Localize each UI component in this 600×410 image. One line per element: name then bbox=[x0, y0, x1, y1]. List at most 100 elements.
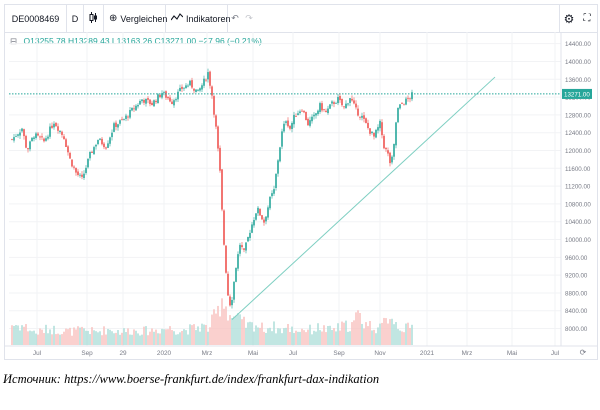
candle-body bbox=[77, 171, 79, 175]
trend-line[interactable] bbox=[231, 76, 496, 321]
volume-bar bbox=[21, 325, 23, 345]
candlesticks bbox=[11, 68, 413, 309]
volume-bar bbox=[135, 330, 137, 345]
candle-body bbox=[85, 167, 87, 174]
volume-bar bbox=[193, 324, 195, 345]
volume-bar bbox=[161, 328, 163, 345]
redo-button[interactable]: ↷ bbox=[242, 5, 256, 32]
volume-bar bbox=[181, 330, 183, 345]
volume-bar bbox=[343, 322, 345, 345]
volume-bar bbox=[293, 333, 295, 345]
candle-body bbox=[325, 110, 327, 113]
settings-button[interactable]: ⚙ bbox=[559, 5, 578, 32]
volume-bar bbox=[239, 314, 241, 345]
x-tick-label: Jul bbox=[289, 350, 297, 357]
volume-bar bbox=[61, 334, 63, 345]
undo-button[interactable]: ↶ bbox=[228, 5, 242, 32]
candle-body bbox=[93, 147, 95, 155]
candle-body bbox=[197, 89, 199, 91]
volume-bar bbox=[257, 327, 259, 345]
volume-bar bbox=[231, 318, 233, 345]
candle-body bbox=[175, 99, 177, 101]
fullscreen-button[interactable]: ⛶ bbox=[578, 5, 596, 32]
candle-body bbox=[129, 110, 131, 118]
reset-scale-icon[interactable]: ⟳ bbox=[580, 348, 587, 357]
collapse-icon[interactable]: ⊟ bbox=[10, 36, 18, 46]
volume-bar bbox=[401, 331, 403, 345]
volume-bar bbox=[321, 331, 323, 345]
interval-button[interactable]: D bbox=[67, 5, 84, 32]
compare-button[interactable]: ⊕ Vergleichen bbox=[104, 5, 167, 32]
volume-bar bbox=[267, 328, 269, 345]
candle-body bbox=[381, 122, 383, 136]
volume-bar bbox=[75, 329, 77, 345]
indicators-button[interactable]: Indikatoren bbox=[166, 5, 231, 32]
candle-body bbox=[193, 88, 195, 91]
volume-bar bbox=[319, 330, 321, 345]
candle-body bbox=[411, 92, 413, 100]
candle-body bbox=[205, 79, 207, 81]
candle-body bbox=[293, 114, 295, 125]
volume-bar bbox=[259, 327, 261, 345]
volume-bar bbox=[351, 322, 353, 345]
candle-body bbox=[313, 114, 315, 117]
candle-body bbox=[191, 80, 193, 88]
volume-bar bbox=[13, 325, 15, 345]
volume-bar bbox=[381, 322, 383, 345]
candle-body bbox=[399, 104, 401, 109]
volume-bar bbox=[105, 334, 107, 345]
candle-body bbox=[383, 135, 385, 149]
candle-body bbox=[271, 193, 273, 197]
candle-body bbox=[151, 102, 153, 106]
volume-bar bbox=[335, 331, 337, 345]
symbol-search-button[interactable]: DE0008469 bbox=[5, 5, 67, 32]
volume-bar bbox=[31, 331, 33, 345]
chart-widget: DE0008469 D ⊕ Vergleichen Indikatoren ↶ … bbox=[4, 4, 598, 360]
candle-body bbox=[273, 189, 275, 194]
volume-bar bbox=[101, 335, 103, 345]
volume-bar bbox=[139, 335, 141, 345]
candle-body bbox=[267, 207, 269, 218]
candle-body bbox=[17, 134, 19, 136]
candle-body bbox=[351, 98, 353, 101]
volume-bar bbox=[215, 313, 217, 345]
volume-bar bbox=[37, 334, 39, 345]
volume-bar bbox=[217, 305, 219, 345]
candle-body bbox=[407, 97, 409, 99]
volume-bar bbox=[317, 323, 319, 345]
candle-body bbox=[185, 85, 187, 89]
y-tick-label: 12400.00 bbox=[565, 130, 591, 137]
candle-body bbox=[189, 80, 191, 86]
volume-bar bbox=[311, 334, 313, 345]
last-price-badge bbox=[562, 88, 592, 99]
volume-bar bbox=[53, 325, 55, 345]
volume-bar bbox=[287, 323, 289, 345]
candle-body bbox=[371, 131, 373, 134]
candle-body bbox=[157, 94, 159, 104]
price-chart[interactable]: 14400.0014000.0013600.0013200.0012800.00… bbox=[5, 5, 597, 359]
time-axis[interactable]: Jul Sep 29 2020 Mrz Mai Jul Sep Nov 2021 Mrz Mai Jul… bbox=[5, 345, 597, 357]
candle-body bbox=[301, 110, 303, 112]
candle-body bbox=[311, 116, 313, 122]
volume-bar bbox=[67, 329, 69, 345]
candle-body bbox=[285, 121, 287, 123]
x-tick-label: Sep bbox=[333, 350, 345, 357]
volume-bar bbox=[203, 324, 205, 345]
bar-style-button[interactable] bbox=[84, 5, 104, 32]
volume-bar bbox=[89, 334, 91, 345]
candle-body bbox=[287, 120, 289, 127]
candle-body bbox=[291, 122, 293, 129]
volume-bar bbox=[165, 329, 167, 345]
candle-body bbox=[159, 94, 161, 98]
candle-body bbox=[289, 125, 291, 129]
candle-body bbox=[171, 101, 173, 105]
candle-body bbox=[355, 103, 357, 108]
price-axis[interactable]: 14400.0014000.0013600.0013200.0012800.00… bbox=[560, 32, 592, 346]
volume-bar bbox=[137, 333, 139, 345]
candle-body bbox=[107, 143, 109, 148]
volume-bar bbox=[115, 332, 117, 345]
volume-bar bbox=[385, 318, 387, 345]
candle-body bbox=[385, 147, 387, 150]
volume-bar bbox=[237, 313, 239, 345]
volume-bar bbox=[17, 325, 19, 345]
